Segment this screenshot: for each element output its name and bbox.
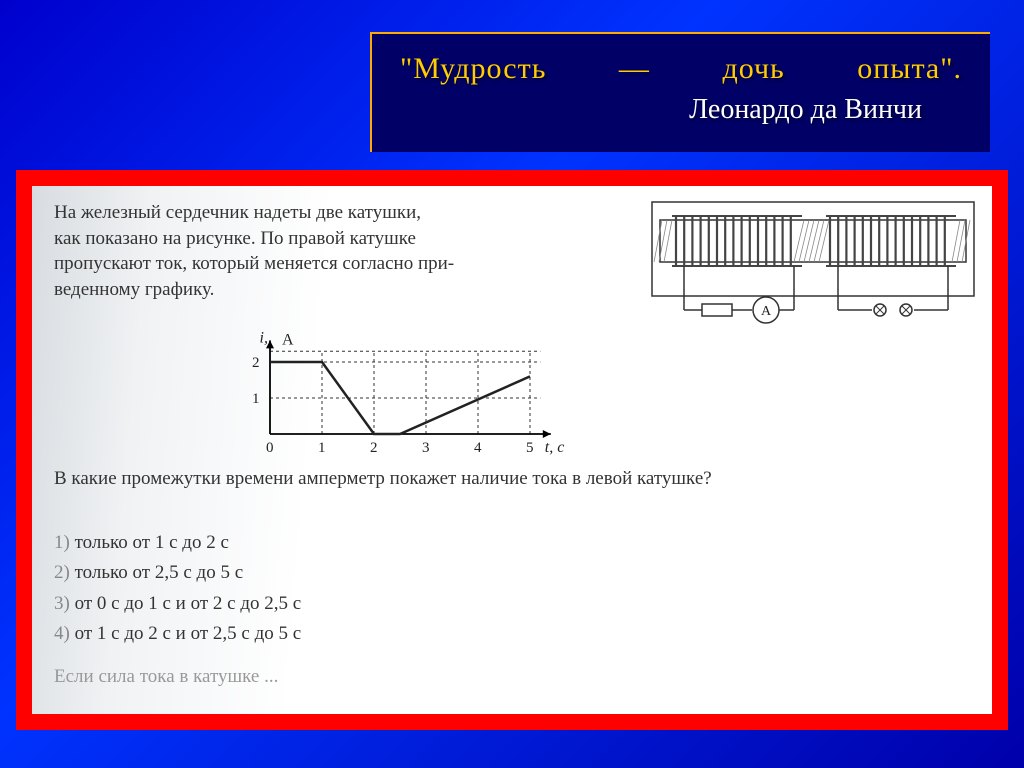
svg-text:t, с: t, с <box>545 439 565 456</box>
paper-scan: На железный сердечник надеты две катушки… <box>32 186 992 714</box>
quote-author: Леонардо да Винчи <box>400 94 962 126</box>
problem-line1: На железный сердечник надеты две катушки… <box>54 202 421 223</box>
coil-diagram: A <box>648 198 978 328</box>
svg-text:i,: i, <box>260 329 268 346</box>
problem-paragraph: На железный сердечник надеты две катушки… <box>54 200 614 303</box>
svg-text:2: 2 <box>370 440 378 456</box>
answer-options: 1) только от 1 с до 2 с2) только от 2,5 … <box>54 528 301 650</box>
quote-box: "Мудрость — дочь опыта". Леонардо да Вин… <box>370 32 990 152</box>
svg-text:0: 0 <box>266 440 274 456</box>
problem-line2: как показано на рисунке. По правой катуш… <box>54 228 416 249</box>
svg-text:5: 5 <box>526 440 534 456</box>
problem-line3: пропускают ток, который меняется согласн… <box>54 253 454 274</box>
svg-text:2: 2 <box>252 355 260 371</box>
cutoff-text: Если сила тока в катушке ... <box>54 666 278 688</box>
question-text: В какие промежутки времени амперметр пок… <box>54 466 970 492</box>
quote-text: "Мудрость — дочь опыта". <box>400 52 962 86</box>
current-chart: 01234512i,At, с <box>222 316 582 456</box>
answer-option: 3) от 0 с до 1 с и от 2 с до 2,5 с <box>54 589 301 619</box>
svg-text:3: 3 <box>422 440 430 456</box>
svg-text:A: A <box>282 331 294 348</box>
svg-text:A: A <box>761 304 772 319</box>
answer-option: 2) только от 2,5 с до 5 с <box>54 558 301 588</box>
problem-line4: веденному графику. <box>54 279 214 300</box>
svg-text:1: 1 <box>318 440 326 456</box>
svg-text:1: 1 <box>252 391 260 407</box>
answer-option: 1) только от 1 с до 2 с <box>54 528 301 558</box>
content-frame: На железный сердечник надеты две катушки… <box>16 170 1008 730</box>
answer-option: 4) от 1 с до 2 с и от 2,5 с до 5 с <box>54 619 301 649</box>
svg-text:4: 4 <box>474 440 482 456</box>
